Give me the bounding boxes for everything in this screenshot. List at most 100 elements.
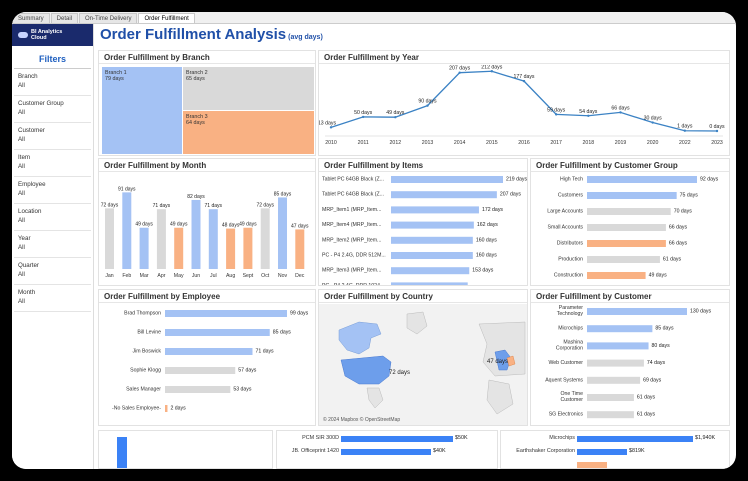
year-point-2019 <box>619 111 622 114</box>
mexico-shape <box>366 387 384 409</box>
world-map[interactable]: 72 days 47 days © 2024 Mapbox © OpenStre… <box>319 304 527 425</box>
branch-3-name: Branch 3 <box>186 114 208 120</box>
filter-value[interactable]: All <box>18 298 25 305</box>
employee-bar <box>165 329 270 336</box>
filter-value[interactable]: All <box>18 190 25 197</box>
customer-label: Aquent Systems <box>545 377 583 383</box>
custgroup-label: High Tech <box>560 177 583 183</box>
bottom-mid-value-1: $40K <box>433 448 446 454</box>
filter-value[interactable]: All <box>18 82 25 89</box>
filter-quarter[interactable]: Quarter All <box>14 258 91 285</box>
filters-sidebar: BI Analytics Cloud Filters Branch All Custo… <box>12 24 94 469</box>
employee-data-label: 85 days <box>273 330 292 336</box>
filter-location[interactable]: Location All <box>14 204 91 231</box>
filter-customer[interactable]: Customer All <box>14 123 91 150</box>
customer-label: SG Electronics <box>549 412 584 418</box>
country-title: Order Fulfillment by Country <box>319 290 527 303</box>
year-tick-2017: 2017 <box>550 140 562 146</box>
month-bar-Feb <box>122 192 132 269</box>
filter-label: Year <box>18 235 31 242</box>
filter-year[interactable]: Year All <box>14 231 91 258</box>
custgroup-bar <box>587 224 666 231</box>
usa-shape <box>340 355 392 385</box>
year-data-label: 212 days <box>481 65 502 70</box>
employee-panel: Order Fulfillment by Employee Brad Thomp… <box>98 289 316 426</box>
items-bar <box>391 206 479 214</box>
year-panel: Order Fulfillment by Year 13 days 2010 50 … <box>318 50 730 156</box>
filters-title: Filters <box>14 46 91 69</box>
month-bar-May <box>174 227 184 269</box>
bottom-mid-panel: PCM SIR 300D $50K JB. Officeprint 1420 $… <box>276 430 498 469</box>
filter-month[interactable]: Month All <box>14 285 91 312</box>
bottom-right-bar-0 <box>577 436 693 442</box>
custgroup-label: Production <box>558 257 583 263</box>
custgroup-data-label: 70 days <box>674 209 693 215</box>
month-data-label: 71 days <box>205 203 223 209</box>
filter-label: Employee <box>18 181 46 188</box>
employee-bar-chart: Brad Thompson 99 days Bill Levine 85 days Ji… <box>112 310 309 412</box>
items-label: MRP_Item2 (MRP_Item... <box>322 237 381 243</box>
filter-value[interactable]: All <box>18 109 25 116</box>
month-tick-Sept: Sept <box>243 273 254 279</box>
filter-customer-group[interactable]: Customer Group All <box>14 96 91 123</box>
tab-order-fulfillment[interactable]: Order Fulfillment <box>138 13 195 23</box>
customer-data-label: 61 days <box>637 395 656 401</box>
employee-label: Brad Thompson <box>124 311 161 317</box>
bottom-mid-value-0: $50K <box>455 435 468 441</box>
year-point-2016 <box>522 79 526 83</box>
year-tick-2023: 2023 <box>711 140 723 146</box>
month-tick-Jun: Jun <box>192 273 200 279</box>
year-tick-2014: 2014 <box>454 140 466 146</box>
year-data-label: 90 days <box>418 99 437 105</box>
tab-detail[interactable]: Detail <box>50 13 79 23</box>
filter-value[interactable]: All <box>18 163 25 170</box>
tab-on-time-delivery[interactable]: On-Time Delivery <box>79 13 138 23</box>
branch-3-tile[interactable]: Branch 3 64 days <box>183 111 314 154</box>
country-panel: Order Fulfillment by Country 72 days 47 … <box>318 289 528 426</box>
month-data-label: 49 days <box>135 222 153 228</box>
custgroup-bar <box>587 240 666 247</box>
branch-2-name: Branch 2 <box>186 70 208 76</box>
items-label: MRP_Item1 (MRP_Item... <box>322 207 381 213</box>
year-point-2015 <box>490 70 494 73</box>
filter-employee[interactable]: Employee All <box>14 177 91 204</box>
bottom-left-panel <box>98 430 273 469</box>
month-data-label: 49 days <box>239 222 257 228</box>
year-title: Order Fulfillment by Year <box>319 51 729 64</box>
month-bar-Jul <box>208 209 218 269</box>
filter-value[interactable]: All <box>18 271 25 278</box>
items-data-label: 160 days <box>476 237 497 243</box>
filter-label: Month <box>18 289 36 296</box>
branch-1-tile[interactable]: Branch 1 79 days <box>102 67 182 154</box>
customer-label-cont: Customer <box>561 397 584 403</box>
filter-value[interactable]: All <box>18 244 25 251</box>
bottom-left-bar <box>117 437 127 468</box>
branch-2-tile[interactable]: Branch 2 65 days <box>183 67 314 110</box>
year-data-label: 1 days <box>677 124 693 130</box>
tab-summary[interactable]: Summary <box>12 13 50 23</box>
customer-label: Microchips <box>558 326 583 332</box>
customer-bar <box>587 359 644 367</box>
filter-value[interactable]: All <box>18 217 25 224</box>
custgroup-bar <box>587 208 671 215</box>
bottom-mid-bar-0 <box>341 436 453 442</box>
items-label: PC - P4 2.4G, DDR 512M... <box>322 253 386 259</box>
customer-data-label: 85 days <box>655 326 674 332</box>
employee-bar <box>165 310 287 317</box>
filter-value[interactable]: All <box>18 136 25 143</box>
customer-bar <box>587 342 649 350</box>
custgroup-data-label: 49 days <box>649 273 668 279</box>
filter-item[interactable]: Item All <box>14 150 91 177</box>
custgroup-bar <box>587 256 660 263</box>
bottom-mid-bar-1 <box>341 449 431 455</box>
year-data-label: 49 days <box>386 110 405 116</box>
page-title: Order Fulfillment Analysis (avg days) <box>100 26 323 43</box>
employee-title: Order Fulfillment by Employee <box>99 290 315 303</box>
custgroup-data-label: 75 days <box>680 193 699 199</box>
month-tick-Apr: Apr <box>157 273 165 279</box>
year-data-label: 177 days <box>513 74 534 80</box>
filter-branch[interactable]: Branch All <box>14 69 91 96</box>
year-tick-2012: 2012 <box>390 140 402 146</box>
year-point-2013 <box>426 104 429 107</box>
branch-title: Order Fulfillment by Branch <box>99 51 315 64</box>
